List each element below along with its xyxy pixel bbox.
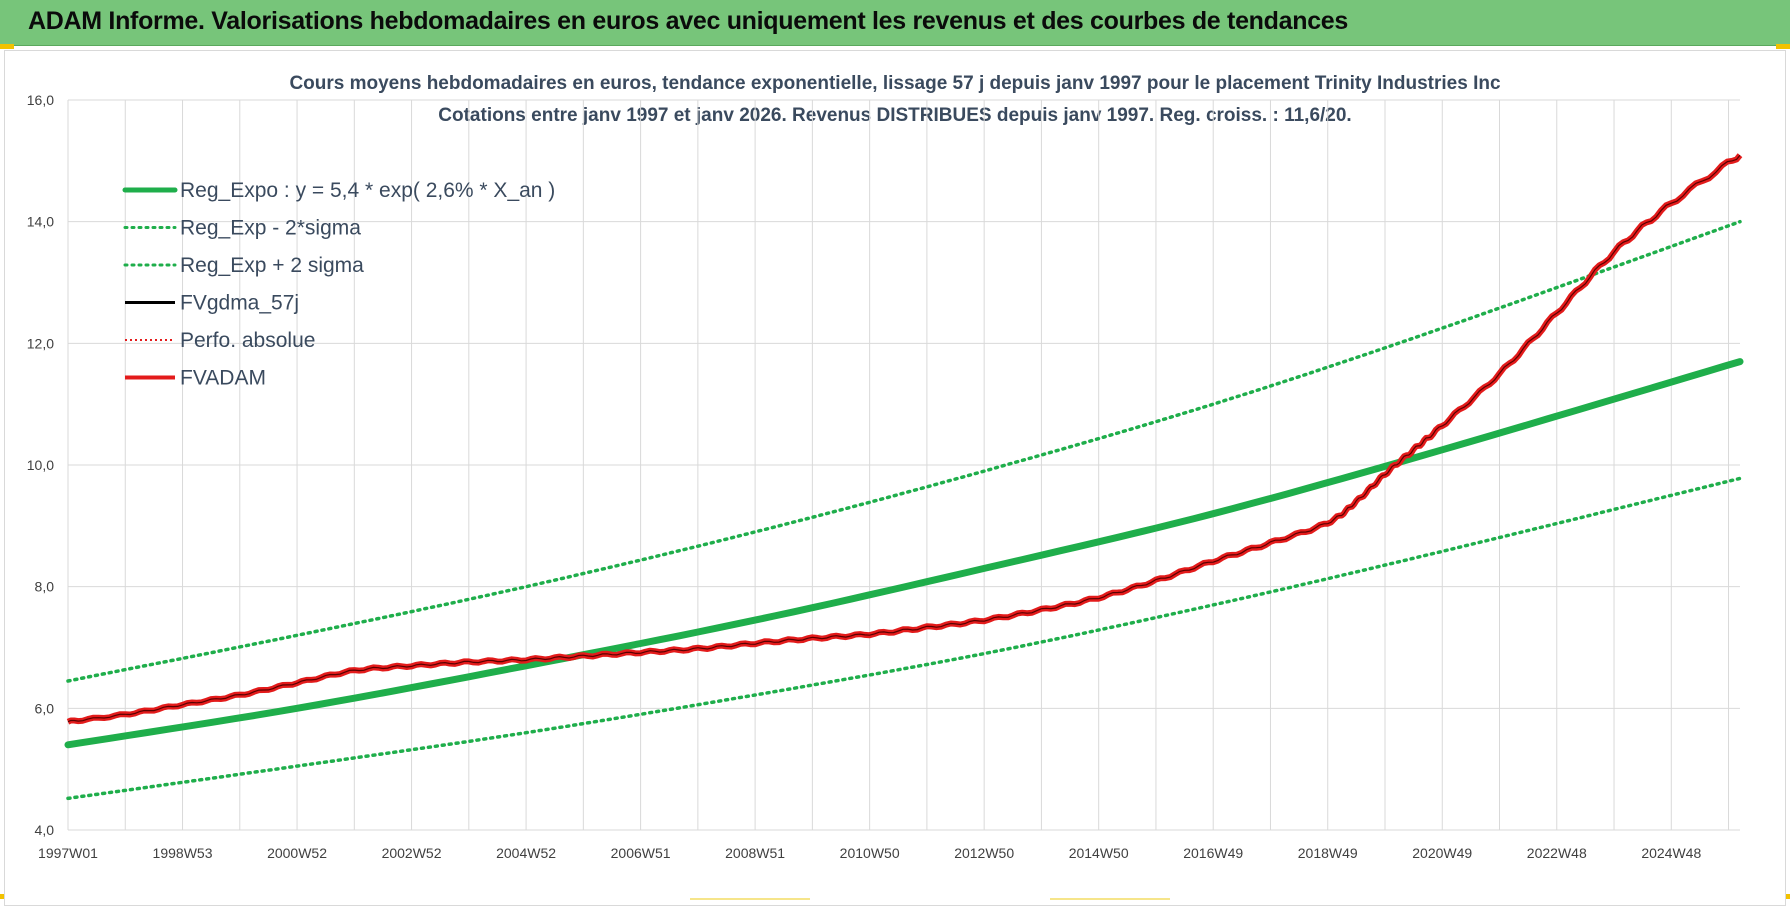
chart-area bbox=[4, 50, 1786, 906]
gridlines bbox=[67, 99, 1740, 831]
legend-label: FVADAM bbox=[180, 367, 266, 390]
x-tick-label: 2010W50 bbox=[840, 845, 900, 861]
corner-mark-tl bbox=[0, 44, 14, 49]
corner-mark-tr bbox=[1776, 44, 1790, 49]
x-tick-label: 2020W49 bbox=[1412, 845, 1472, 861]
series-reg-minus-2sigma bbox=[66, 476, 1742, 801]
x-tick-label: 2018W49 bbox=[1298, 845, 1358, 861]
x-tick-label: 2000W52 bbox=[267, 845, 327, 861]
x-tick-label: 2014W50 bbox=[1069, 845, 1129, 861]
y-tick-label: 12,0 bbox=[27, 335, 54, 351]
chart-title-line2: Cotations entre janv 1997 et janv 2026. … bbox=[438, 105, 1352, 126]
x-tick-label: 2016W49 bbox=[1183, 845, 1243, 861]
x-tick-label: 2004W52 bbox=[496, 845, 556, 861]
legend-label: Perfo. absolue bbox=[180, 329, 315, 352]
x-tick-label: 2008W51 bbox=[725, 845, 785, 861]
series-reg-expo bbox=[64, 358, 1744, 749]
legend-label: FVgdma_57j bbox=[180, 292, 299, 315]
series-fvgdma-57j bbox=[67, 154, 1741, 723]
x-tick-label: 2024W48 bbox=[1641, 845, 1701, 861]
legend-label: Reg_Exp - 2*sigma bbox=[180, 217, 361, 240]
chart-title-line1: Cours moyens hebdomadaires en euros, ten… bbox=[289, 73, 1501, 94]
legend-label: Reg_Exp + 2 sigma bbox=[180, 254, 364, 277]
x-tick-label: 2012W50 bbox=[954, 845, 1014, 861]
report-banner: ADAM Informe. Valorisations hebdomadaire… bbox=[0, 0, 1790, 46]
series-reg-plus-2sigma bbox=[66, 219, 1742, 683]
x-tick-label: 1997W01 bbox=[38, 845, 98, 861]
y-tick-label: 6,0 bbox=[35, 700, 55, 716]
x-tick-label: 1998W53 bbox=[153, 845, 213, 861]
legend-label: Reg_Expo : y = 5,4 * exp( 2,6% * X_an ) bbox=[180, 179, 555, 202]
report-title: ADAM Informe. Valorisations hebdomadaire… bbox=[28, 7, 1349, 35]
x-tick-label: 2006W51 bbox=[611, 845, 671, 861]
x-axis-ticks: 1997W01 1998W53 2000W52 2002W52 2004W52 2006W… bbox=[38, 845, 1701, 861]
y-tick-label: 14,0 bbox=[27, 214, 54, 230]
accent-line-left bbox=[690, 898, 810, 900]
y-tick-label: 10,0 bbox=[27, 457, 54, 473]
y-tick-label: 4,0 bbox=[35, 822, 55, 838]
chart-legend: Reg_Expo : y = 5,4 * exp( 2,6% * X_an ) R… bbox=[122, 179, 555, 390]
y-tick-label: 8,0 bbox=[35, 579, 55, 595]
y-axis-ticks: 4,0 6,0 8,0 10,0 12,0 14,0 16,0 bbox=[27, 92, 54, 838]
accent-line-right bbox=[1050, 898, 1170, 900]
x-tick-label: 2022W48 bbox=[1527, 845, 1587, 861]
y-tick-label: 16,0 bbox=[27, 92, 54, 108]
x-tick-label: 2002W52 bbox=[382, 845, 442, 861]
series-lines bbox=[64, 153, 1744, 801]
